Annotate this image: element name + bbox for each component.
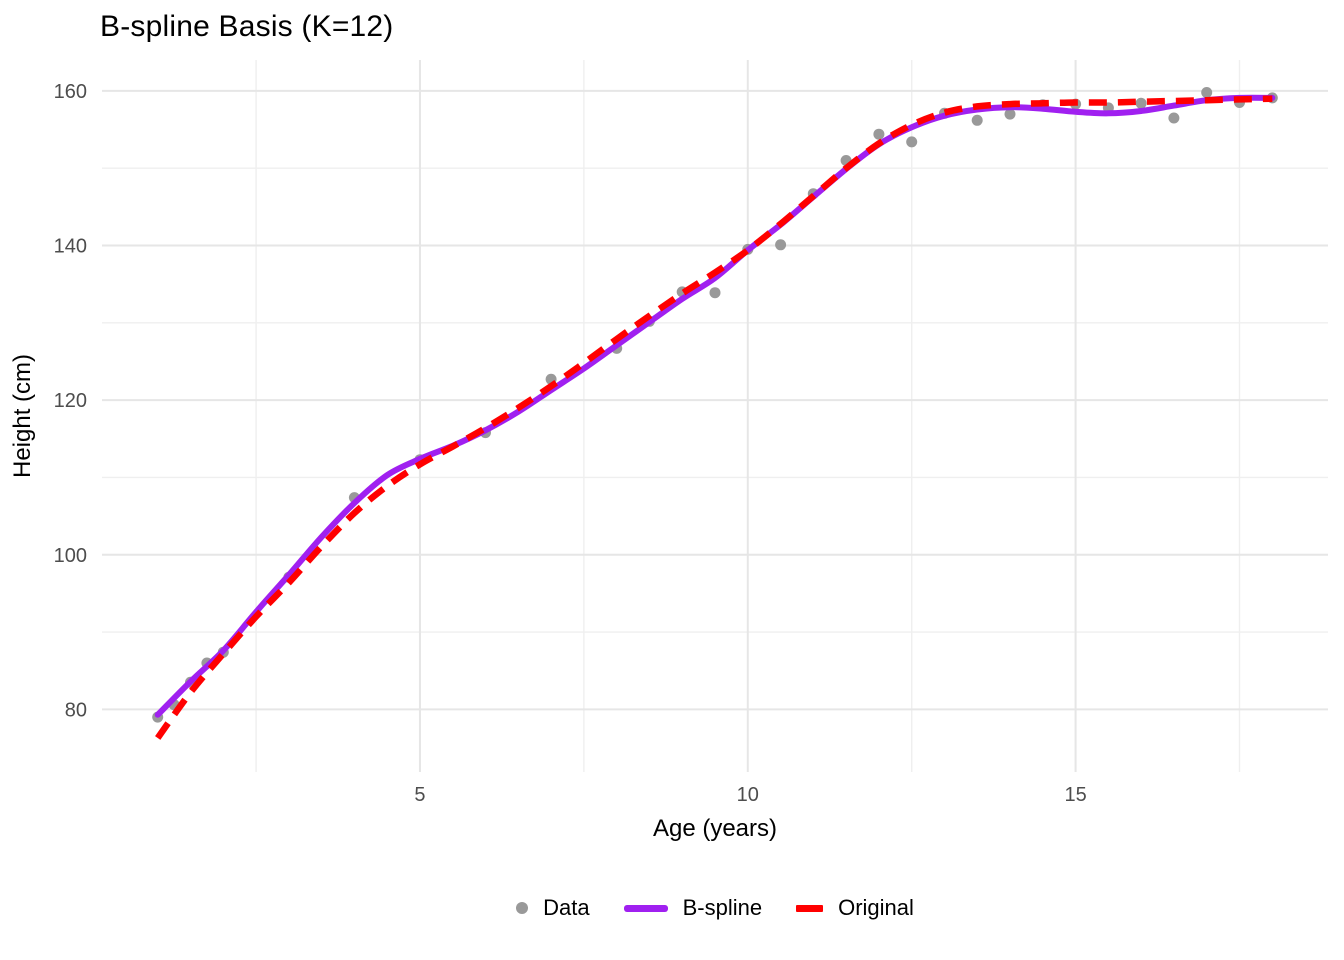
data-point xyxy=(1004,108,1016,120)
y-tick-label: 140 xyxy=(54,236,87,258)
x-tick-label: 5 xyxy=(414,784,425,806)
y-tick-label: 80 xyxy=(65,699,87,721)
x-tick-label: 15 xyxy=(1064,784,1086,806)
bspline-line-swatch-icon xyxy=(623,904,668,912)
legend-item-bspline: B-spline xyxy=(623,895,763,921)
data-point xyxy=(971,114,983,126)
x-axis-title: Age (years) xyxy=(653,815,777,842)
axis-labels: 5 10 15 80 100 120 140 160 xyxy=(54,81,1087,806)
legend-label-original: Original xyxy=(838,895,914,920)
data-point xyxy=(775,239,787,251)
legend-label-bspline: B-spline xyxy=(682,895,763,920)
legend-item-original: Original xyxy=(796,895,914,921)
data-point xyxy=(1135,97,1147,109)
data-point xyxy=(1201,87,1213,98)
legend-label-data: Data xyxy=(543,895,590,920)
series-layer xyxy=(152,87,1278,740)
x-tick-label: 10 xyxy=(737,784,759,806)
y-axis-title: Height (cm) xyxy=(9,354,36,478)
y-tick-label: 120 xyxy=(54,390,87,412)
data-point-swatch-icon xyxy=(516,902,529,914)
original-dash-swatch-icon xyxy=(796,904,824,912)
data-point xyxy=(1168,112,1180,124)
y-tick-label: 160 xyxy=(54,81,87,103)
b-spline-curve xyxy=(154,94,1276,718)
data-point xyxy=(906,136,918,148)
gridlines xyxy=(102,60,1328,772)
legend-item-data: Data xyxy=(516,895,590,921)
y-tick-label: 100 xyxy=(54,545,87,567)
data-point xyxy=(873,128,885,140)
legend: Data B-spline Original xyxy=(102,886,1328,930)
data-point xyxy=(709,287,721,299)
original-curve xyxy=(155,95,1273,740)
chart-title: B-spline Basis (K=12) xyxy=(100,10,394,43)
